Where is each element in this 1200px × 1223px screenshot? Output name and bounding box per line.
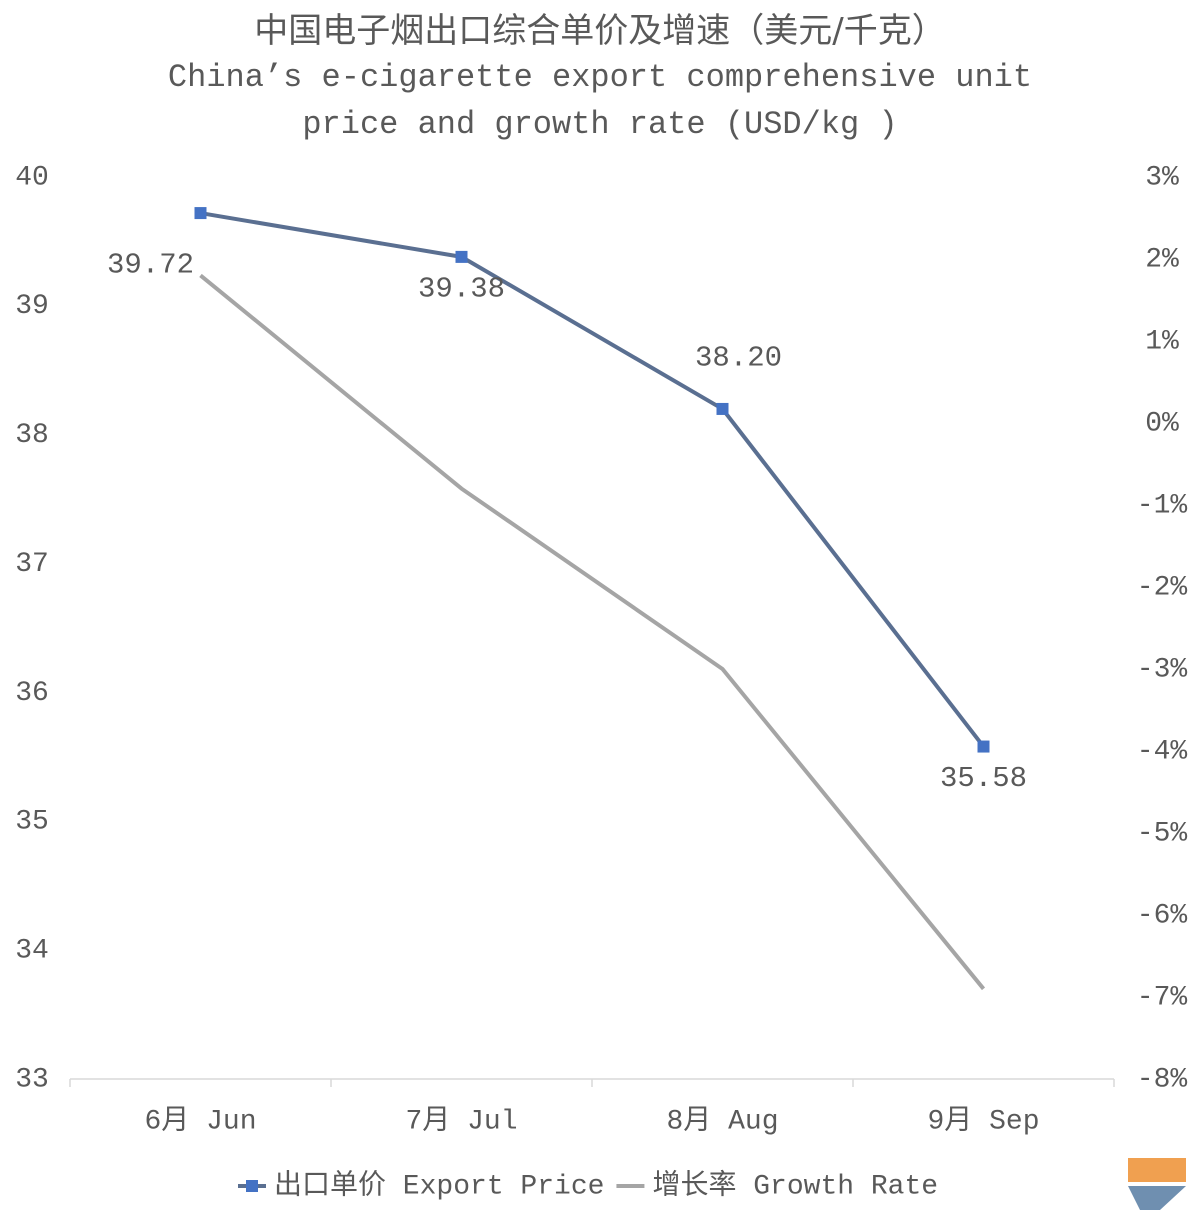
logo-part: [1128, 1158, 1186, 1182]
chart-title: 中国电子烟出口综合单价及增速（美元/千克）: [254, 11, 946, 51]
chart-subtitle: China’s e-cigarette export comprehensive…: [167, 59, 1033, 143]
marker: [977, 740, 990, 753]
y2-tick-label: -8%: [1137, 1064, 1188, 1095]
y2-tick-label: -4%: [1137, 736, 1188, 767]
legend-marker: [246, 1180, 258, 1192]
x-tick-label: 6月 Jun: [144, 1105, 256, 1137]
y-tick-label: 33: [15, 1064, 49, 1095]
y-tick-label: 39: [15, 291, 49, 322]
y-tick-label: 36: [15, 678, 49, 709]
y2-tick-label: 2%: [1145, 244, 1179, 275]
data-label: 35.58: [940, 762, 1027, 795]
y2-tick-label: -3%: [1137, 654, 1188, 685]
header: 中国电子烟出口综合单价及增速（美元/千克） China’s e-cigarett…: [0, 8, 1200, 148]
y2-tick-label: -7%: [1137, 982, 1188, 1013]
y2-tick-label: -6%: [1137, 900, 1188, 931]
series-line: [200, 211, 986, 748]
marker: [455, 250, 468, 263]
y-tick-label: 37: [15, 549, 49, 580]
x-tick-label: 8月 Aug: [666, 1105, 778, 1137]
legend-label: 增长率 Growth Rate: [652, 1168, 938, 1202]
data-label: 39.38: [418, 273, 505, 306]
y-tick-label: 38: [15, 420, 49, 451]
y-tick-label: 40: [15, 162, 49, 193]
x-tick-label: 7月 Jul: [405, 1105, 517, 1137]
y2-tick-label: -1%: [1137, 490, 1188, 521]
y2-tick-label: -5%: [1137, 818, 1188, 849]
y2-tick-label: 0%: [1145, 408, 1179, 439]
y2-tick-label: 3%: [1145, 162, 1179, 193]
y-tick-label: 35: [15, 807, 49, 838]
logo-part: [1128, 1186, 1186, 1210]
y2-tick-label: -2%: [1137, 572, 1188, 603]
marker: [716, 402, 729, 415]
y2-tick-label: 1%: [1145, 326, 1179, 357]
y-tick-label: 34: [15, 936, 49, 967]
data-label: 39.72: [107, 249, 194, 282]
legend-label: 出口单价 Export Price: [274, 1168, 604, 1202]
data-label: 38.20: [695, 342, 782, 375]
marker: [194, 207, 207, 220]
logo: [1128, 1158, 1186, 1210]
series-line: [199, 273, 986, 991]
x-tick-label: 9月 Sep: [927, 1105, 1039, 1137]
